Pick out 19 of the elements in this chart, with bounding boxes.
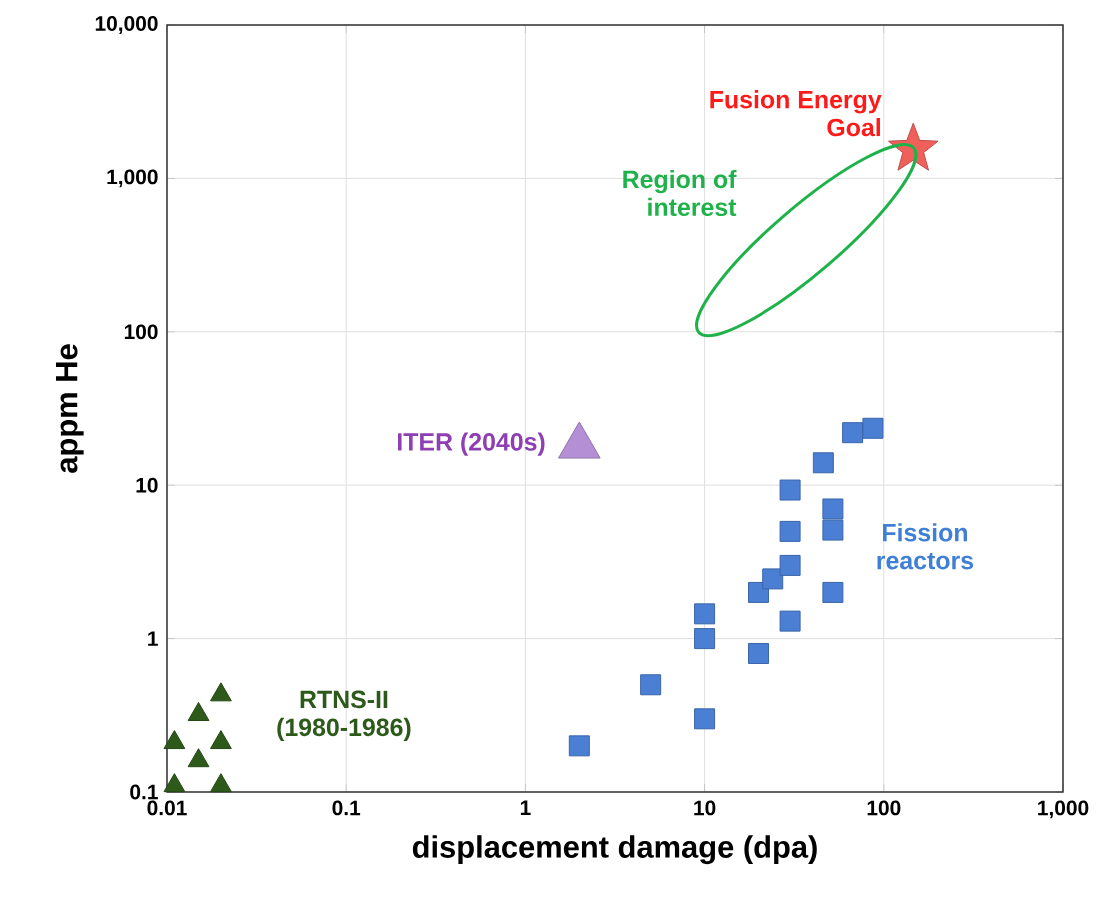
y-tick-label: 1 bbox=[148, 631, 158, 646]
y-tick-label: 100 bbox=[124, 324, 158, 340]
y-tick-label: 10 bbox=[136, 477, 158, 493]
y-tick-label: 10,000 bbox=[95, 16, 158, 34]
x-tick-label: 1,000 bbox=[1038, 800, 1089, 819]
series-label: Fusion Energy Goal bbox=[710, 90, 882, 137]
series-label: RTNS-II (1980-1986) bbox=[277, 690, 411, 742]
annotation: Region of interest bbox=[623, 169, 737, 217]
x-tick-label: 10 bbox=[694, 800, 716, 816]
series-label: Fission reactors bbox=[877, 523, 974, 570]
series-label: ITER (2040s) bbox=[397, 432, 545, 456]
x-tick-label: 0.01 bbox=[147, 800, 187, 816]
x-tick-label: 100 bbox=[867, 800, 901, 816]
y-axis-title: appm He bbox=[55, 344, 84, 473]
x-tick-label: 0.1 bbox=[332, 800, 361, 816]
x-axis-title: displacement damage (dpa) bbox=[412, 835, 817, 865]
y-tick-label: 0.1 bbox=[130, 784, 158, 800]
x-tick-label: 1 bbox=[520, 800, 531, 815]
y-tick-label: 1,000 bbox=[107, 169, 158, 188]
